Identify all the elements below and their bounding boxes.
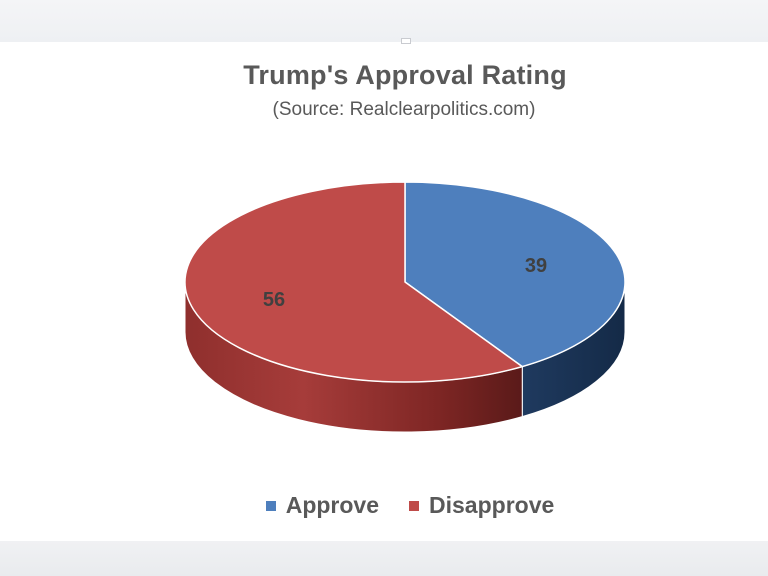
legend-label-approve: Approve [285, 492, 380, 518]
legend-swatch-disapprove [409, 500, 420, 511]
bottom-band [0, 541, 768, 576]
pie-slice-disapprove[interactable] [184, 181, 524, 383]
legend-label-disapprove: Disapprove [429, 492, 555, 518]
chart-title: Trump's Approval Rating [243, 60, 567, 90]
pie-slice-approve[interactable] [404, 181, 626, 368]
resize-handle[interactable] [401, 38, 411, 44]
data-label-disapprove: 56 [263, 289, 285, 311]
legend: Approve Disapprove [0, 492, 768, 519]
legend-item-disapprove[interactable]: Disapprove [409, 492, 554, 519]
data-label-approve: 39 [525, 255, 547, 277]
legend-swatch-approve [265, 500, 276, 511]
top-band [0, 0, 768, 42]
legend-item-approve[interactable]: Approve [265, 492, 380, 519]
chart-subtitle: (Source: Realclearpolitics.com) [272, 99, 536, 120]
